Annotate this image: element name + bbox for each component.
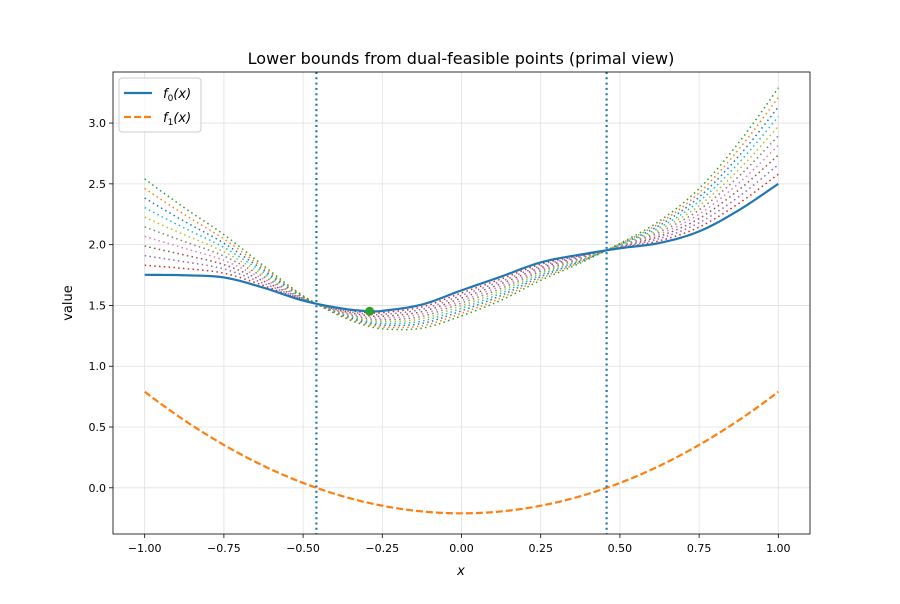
f1-line bbox=[144, 390, 779, 515]
y-tick-label: 2.5 bbox=[89, 178, 107, 191]
y-tick-label: 0.5 bbox=[89, 421, 107, 434]
legend: f0(x) f1(x) bbox=[118, 77, 202, 133]
x-tick-label: 0.50 bbox=[608, 542, 633, 555]
x-tick-label: 1.00 bbox=[766, 542, 791, 555]
legend-f0-main: f bbox=[163, 87, 170, 102]
legend-f1-sub: 1 bbox=[168, 118, 174, 128]
y-tick-label: 3.0 bbox=[89, 117, 107, 130]
dual-bound-line bbox=[144, 154, 779, 318]
y-tick-label: 2.0 bbox=[89, 239, 107, 252]
legend-label-f1: f1(x) bbox=[163, 111, 191, 128]
legend-label-f0: f0(x) bbox=[163, 87, 191, 104]
ticks: −1.00 −0.75 −0.50 −0.25 0.00 0.25 0.50 0.75 1.00… bbox=[89, 117, 791, 555]
legend-f0-tail: (x) bbox=[173, 87, 191, 102]
x-tick-label: 0.00 bbox=[449, 542, 474, 555]
legend-f1-tail: (x) bbox=[173, 111, 191, 126]
y-tick-label: 1.5 bbox=[89, 299, 107, 312]
x-tick-label: 0.75 bbox=[687, 542, 712, 555]
x-tick-label: −0.75 bbox=[207, 542, 241, 555]
dual-bound-line bbox=[144, 164, 779, 316]
chart-title: Lower bounds from dual-feasible points (… bbox=[248, 49, 675, 68]
dual-bound-line bbox=[144, 116, 779, 325]
optimum-marker bbox=[365, 306, 375, 316]
dual-bound-line bbox=[144, 87, 779, 331]
grid bbox=[113, 72, 810, 534]
x-tick-label: −0.25 bbox=[365, 542, 399, 555]
y-tick-label: 0.0 bbox=[89, 482, 107, 495]
legend-f0-sub: 0 bbox=[168, 94, 174, 104]
x-tick-label: −0.50 bbox=[286, 542, 320, 555]
y-tick-label: 1.0 bbox=[89, 360, 107, 373]
x-axis-label: x bbox=[456, 564, 465, 579]
plot-area bbox=[144, 72, 779, 534]
x-tick-label: 0.25 bbox=[528, 542, 553, 555]
legend-f1-main: f bbox=[163, 111, 170, 126]
y-axis-label: value bbox=[61, 285, 76, 321]
f0-line bbox=[144, 182, 779, 313]
x-tick-label: −1.00 bbox=[128, 542, 162, 555]
legend-box bbox=[118, 77, 202, 133]
dual-bound-line bbox=[144, 144, 779, 319]
